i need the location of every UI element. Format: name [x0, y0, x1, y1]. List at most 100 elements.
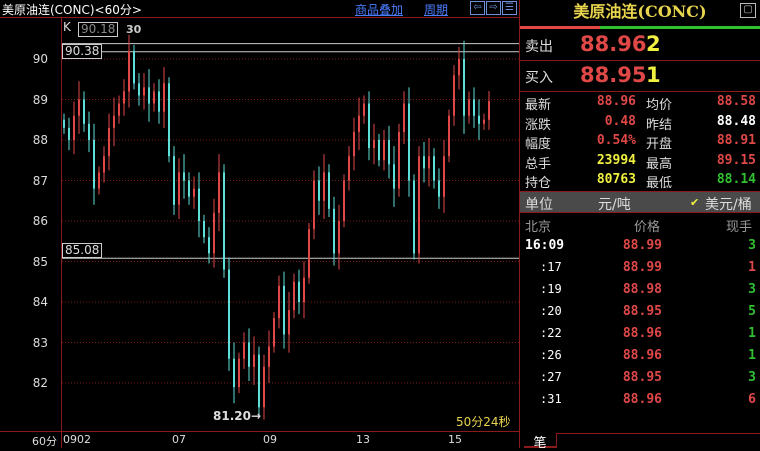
candle-body [318, 180, 320, 201]
tick-qty: 3 [748, 282, 756, 297]
tick-price: 88.96 [622, 326, 662, 341]
stat-value: 88.48 [716, 113, 756, 129]
candlestick-chart[interactable] [62, 18, 519, 431]
buy-ratio-bar [600, 26, 760, 29]
stat-value: 89.15 [716, 152, 756, 168]
candle-body [273, 318, 275, 347]
tick-time: :27 [540, 370, 562, 384]
stat-value: 88.14 [716, 172, 756, 187]
tick-qty: 3 [748, 238, 756, 253]
unit-row [520, 191, 760, 213]
tab-trades[interactable]: 笔 [524, 432, 556, 451]
candle-body [468, 99, 470, 116]
candle-body [228, 269, 230, 359]
period-link[interactable]: 周期 [424, 3, 449, 17]
candle-body [338, 221, 340, 254]
indicator-label: K [63, 20, 71, 34]
candle-body [103, 156, 105, 173]
candle-body [263, 366, 265, 408]
stat-value: 80763 [596, 172, 636, 187]
candle-body [483, 119, 485, 124]
candle-body [233, 358, 235, 388]
candle-body [458, 59, 460, 76]
candle-body [238, 358, 240, 388]
y-tick: 82 [32, 376, 48, 390]
tick-qty: 3 [748, 370, 756, 385]
candle-body [128, 50, 130, 92]
arrow-right-icon[interactable]: ⇨ [486, 1, 501, 15]
tick-qty: 1 [748, 326, 756, 341]
stat-label: 均价 [646, 98, 673, 113]
candle-body [383, 140, 385, 161]
x-tick: 13 [356, 433, 370, 446]
candle-body [418, 156, 420, 254]
candle-body [163, 83, 165, 112]
candle-body [188, 180, 190, 197]
countdown: 50分24秒 [456, 415, 511, 429]
candle-body [123, 91, 125, 104]
candle-body [448, 115, 450, 157]
tick-price: 88.96 [622, 348, 662, 363]
candle-body [258, 354, 260, 408]
tick-price: 88.98 [622, 282, 662, 297]
candle-body [178, 172, 180, 205]
stat-label: 总手 [525, 156, 552, 172]
period-label: 60分 [32, 435, 57, 448]
x-tick: 09 [263, 433, 277, 446]
candle-body [333, 208, 335, 254]
candle-body [323, 172, 325, 201]
y-tick: 83 [32, 335, 48, 350]
tick-time: :31 [540, 392, 562, 406]
candle-body [63, 119, 65, 128]
candle-body [218, 172, 220, 213]
check-icon: ✔ [690, 196, 700, 209]
overlay-link[interactable]: 商品叠加 [355, 3, 404, 17]
stat-value: 23994 [596, 152, 636, 168]
y-tick: 86 [32, 214, 48, 228]
candle-body [293, 281, 295, 311]
separator [520, 60, 760, 61]
stat-value: 88.91 [716, 133, 756, 148]
candle-body [183, 172, 185, 181]
candle-body [308, 229, 310, 278]
layout-icon[interactable]: ☰ [502, 1, 517, 15]
candle-body [213, 212, 215, 254]
hidden-price-box: 90.18 [78, 22, 119, 37]
candle-body [283, 285, 285, 335]
unit-option-usd-barrel[interactable]: 美元/桶 [705, 197, 752, 213]
candle-body [298, 281, 300, 302]
candle-body [208, 237, 210, 254]
tick-price: 88.95 [622, 370, 662, 385]
candle-body [148, 87, 150, 104]
candle-body [453, 75, 455, 116]
candle-body [138, 83, 140, 96]
candle-body [388, 140, 390, 165]
stat-value: 0.48 [604, 113, 636, 129]
stat-label: 最新 [525, 98, 552, 113]
arrow-left-icon[interactable]: ⇦ [470, 1, 485, 15]
y-tick: 84 [32, 295, 48, 309]
maximize-icon[interactable]: ▢ [740, 3, 756, 18]
candle-body [158, 91, 160, 112]
candle-body [303, 277, 305, 302]
unit-label: 单位 [525, 197, 553, 213]
candle-body [133, 50, 135, 84]
min-price-label: 81.20→ [213, 409, 262, 423]
buy-price: 88.95 [580, 63, 647, 87]
stat-value: 88.58 [716, 94, 756, 109]
candle-body [373, 140, 375, 149]
panel-divider [519, 0, 520, 448]
stat-value: 0.54% [596, 133, 636, 148]
candle-body [193, 188, 195, 197]
candle-body [98, 172, 100, 189]
candle-body [378, 140, 380, 161]
candle-body [438, 180, 440, 197]
candle-body [348, 156, 350, 181]
stat-label: 幅度 [525, 137, 552, 152]
tick-time: 16:09 [525, 238, 565, 253]
tick-time: :17 [540, 260, 562, 274]
candle-body [398, 131, 400, 189]
unit-option-cny-ton[interactable]: 元/吨 [598, 197, 631, 213]
tick-qty: 6 [748, 392, 756, 407]
candle-body [83, 99, 85, 124]
